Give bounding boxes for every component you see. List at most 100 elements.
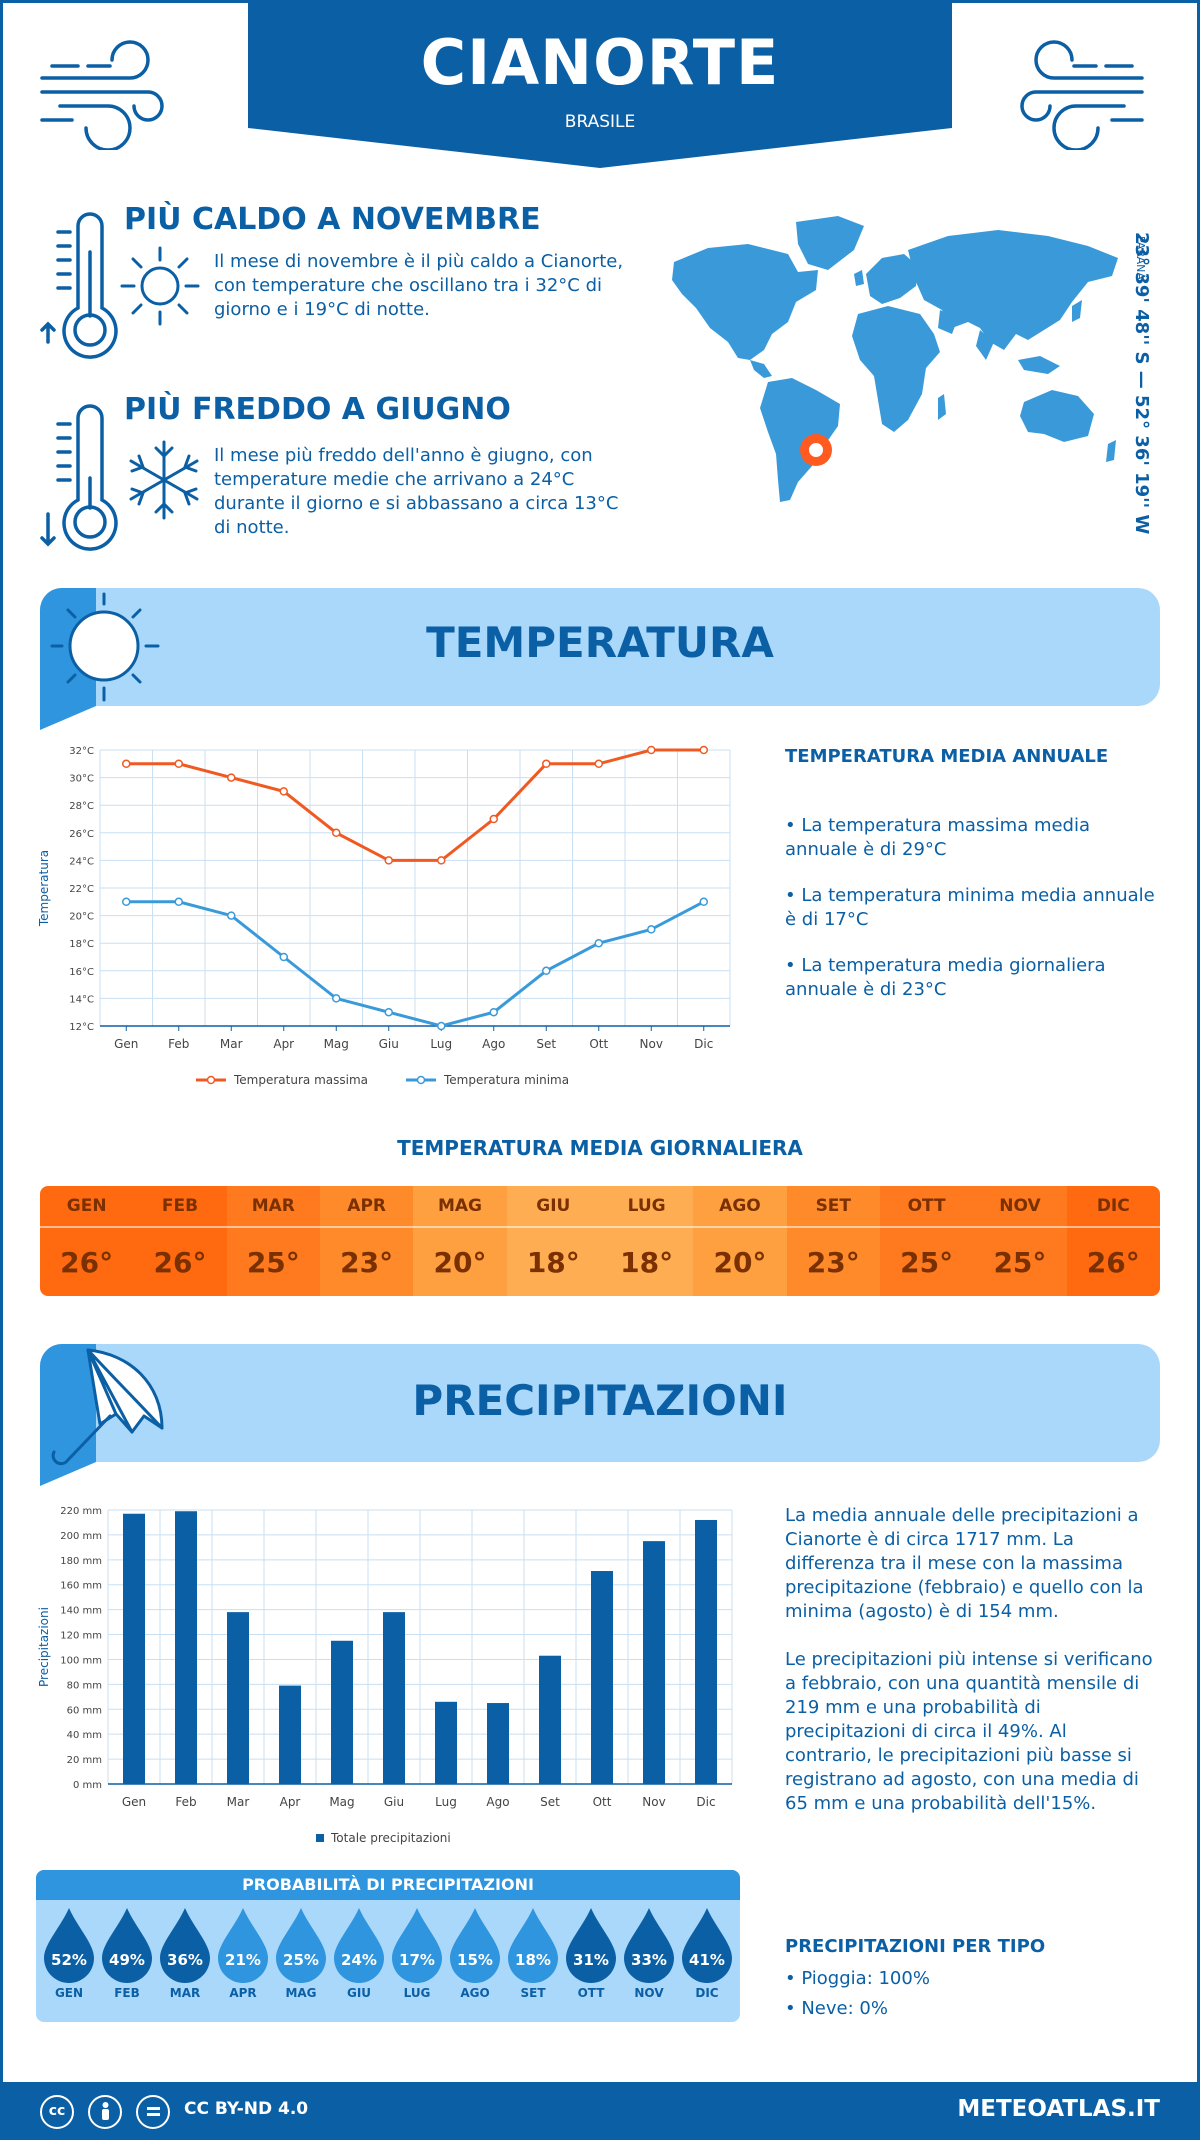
raindrop-shape [276, 1908, 326, 1983]
probability-month: MAG [285, 1986, 317, 2000]
y-tick-label: 24°C [69, 856, 94, 867]
data-point [279, 952, 288, 962]
data-point [122, 759, 131, 769]
probability-value: 18% [515, 1951, 551, 1969]
daily-temp-value: 23° [340, 1245, 394, 1279]
bar [123, 1513, 145, 1784]
x-tick-label: Ago [482, 1037, 505, 1051]
raindrop-shape [392, 1908, 442, 1983]
y-tick-label: 120 mm [60, 1631, 102, 1642]
raindrop-shape [102, 1908, 152, 1983]
daily-temp-month: AGO [693, 1186, 787, 1228]
probability-value: 36% [167, 1951, 203, 1969]
coldest-text: Il mese più freddo dell'anno è giugno, c… [214, 445, 619, 538]
bar [227, 1612, 249, 1784]
raindrop-icon: 17% [392, 1908, 442, 1983]
warmest-title: PIÙ CALDO A NOVEMBRE [124, 202, 541, 237]
y-tick-label: 0 mm [73, 1780, 102, 1791]
probability-value: 24% [341, 1951, 377, 1969]
daily-temp-value: 23° [806, 1245, 860, 1279]
raindrop-icon: 52% [44, 1908, 94, 1983]
annual-temp-title: TEMPERATURA MEDIA ANNUALE [785, 746, 1109, 767]
probability-month: DIC [695, 1986, 719, 2000]
daily-temp-month: FEB [133, 1186, 227, 1228]
sun-icon [120, 246, 200, 326]
y-tick-label: 20 mm [67, 1755, 102, 1766]
raindrop-shape [566, 1908, 616, 1983]
daily-temp-month: DIC [1066, 1186, 1160, 1228]
site-link[interactable]: METEOATLAS.IT [957, 2096, 1160, 2122]
snowflake-icon [129, 440, 199, 520]
raindrop-icon: 21% [218, 1908, 268, 1983]
data-point [489, 1007, 498, 1017]
probability-drop: 33% NOV [620, 1900, 678, 2000]
footer-bar [0, 2082, 1200, 2140]
probability-value: 52% [51, 1951, 87, 1969]
daily-temp-cell: MAR 25° [226, 1186, 320, 1296]
legend-marker [416, 1075, 426, 1085]
annual-temp-bullet: • La temperatura media giornaliera annual… [785, 955, 1106, 1000]
raindrop-shape [508, 1908, 558, 1983]
data-point [332, 828, 341, 838]
daily-temp-cell: APR 23° [319, 1186, 414, 1296]
daily-temp-value: 25° [993, 1245, 1047, 1279]
umbrella-icon [40, 1344, 164, 1486]
probability-title: PROBABILITÀ DI PRECIPITAZIONI [36, 1870, 740, 1900]
y-axis-label: Precipitazioni [37, 1607, 51, 1687]
temperature-header-bar [40, 588, 1160, 706]
data-point [279, 787, 288, 796]
probability-drop: 21% APR [214, 1900, 272, 2000]
raindrop-shape [682, 1908, 732, 1983]
precip-type-snow: • Neve: 0% [785, 1998, 888, 2019]
probability-value: 25% [283, 1951, 319, 1969]
bar [487, 1703, 509, 1784]
precip-type-rain: • Pioggia: 100% [785, 1968, 930, 1989]
y-tick-label: 30°C [69, 774, 94, 785]
x-tick-label: Mar [220, 1037, 243, 1051]
x-tick-label: Giu [384, 1795, 404, 1809]
probability-month: LUG [403, 1986, 431, 2000]
coldest-title: PIÙ FREDDO A GIUGNO [124, 392, 511, 427]
raindrop-shape [44, 1908, 94, 1983]
probability-month: APR [229, 1986, 257, 2000]
y-tick-label: 40 mm [67, 1730, 102, 1741]
daily-temp-cell: AGO 20° [693, 1186, 787, 1296]
bar [175, 1511, 197, 1784]
probability-value: 17% [399, 1951, 435, 1969]
bar [695, 1519, 717, 1784]
city-name: CIANORTE [420, 26, 780, 99]
probability-value: 15% [457, 1951, 493, 1969]
legend-label: Temperatura minima [443, 1073, 569, 1087]
daily-temp-table: GEN 26° FEB 26° MAR 25° APR 23° MAG 20° GIU 18° LUG 1… [40, 1186, 1160, 1296]
annual-temp-bullet: • La temperatura minima media annuale è d… [785, 885, 1155, 930]
probability-value: 21% [225, 1951, 261, 1969]
probability-drop: 31% OTT [562, 1900, 620, 2000]
probability-drop: 41% DIC [678, 1900, 736, 2000]
probability-month: AGO [460, 1986, 490, 2000]
daily-temp-value: 18° [620, 1245, 674, 1279]
data-point [332, 994, 341, 1003]
x-tick-label: Lug [430, 1037, 452, 1051]
data-point [594, 759, 603, 769]
raindrop-shape [218, 1908, 268, 1983]
data-point [174, 897, 183, 907]
raindrop-icon: 25% [276, 1908, 326, 1983]
bar [383, 1612, 405, 1784]
x-tick-label: Ago [486, 1795, 509, 1809]
annual-temp-bullet: • La temperatura massima media annuale è … [785, 815, 1091, 860]
data-point [594, 938, 603, 948]
data-point [437, 856, 446, 865]
data-point [384, 1007, 393, 1017]
daily-temp-cell: GEN 26° [40, 1186, 134, 1296]
y-tick-label: 100 mm [60, 1655, 102, 1666]
bar [539, 1655, 561, 1784]
probability-drop: 25% MAG [272, 1900, 330, 2000]
probability-drop: 17% LUG [388, 1900, 446, 2000]
probability-drop: 18% SET [504, 1900, 562, 2000]
probability-month: GEN [54, 1986, 84, 2000]
x-tick-label: Mag [329, 1795, 354, 1809]
x-tick-label: Mag [324, 1037, 349, 1051]
y-tick-label: 140 mm [60, 1606, 102, 1617]
x-tick-label: Ott [593, 1795, 612, 1809]
